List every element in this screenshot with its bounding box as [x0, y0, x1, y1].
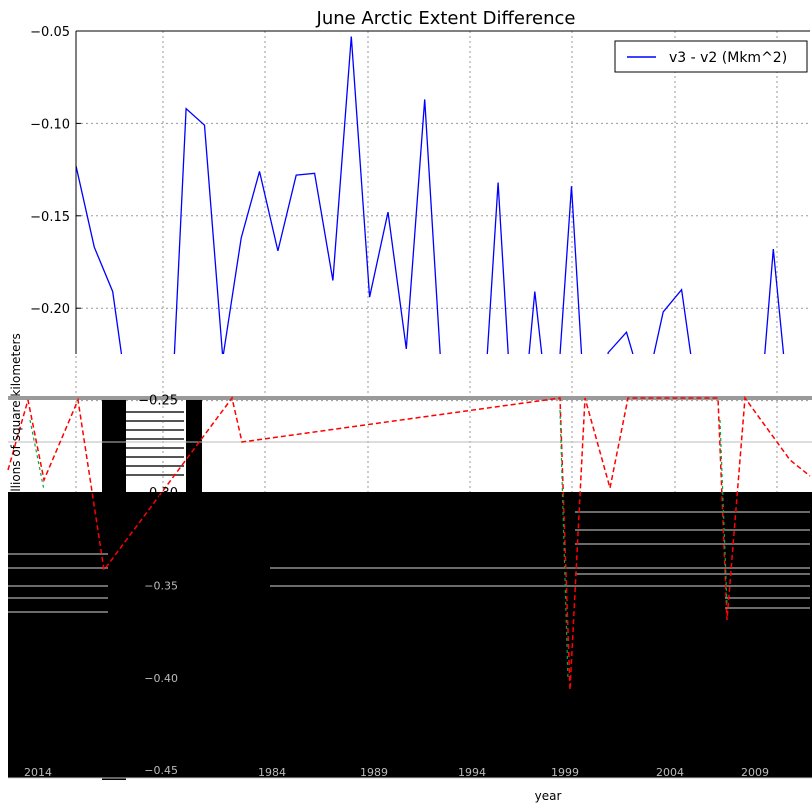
x-tick-label: 1984 [258, 766, 286, 779]
overlay-series-line-red [7, 395, 811, 691]
y-tick-label: −0.30 [138, 486, 178, 501]
y-tick-label: −0.45 [144, 764, 178, 777]
series-layer [7, 36, 811, 691]
glitch-overlay-layer [8, 354, 812, 613]
x-tick-label: 2009 [741, 766, 769, 779]
glitch-band [8, 396, 812, 400]
panel-gap [8, 354, 812, 396]
y-tick-label: −0.05 [30, 25, 70, 40]
y-tick-label: −0.20 [30, 302, 70, 317]
chart-title: June Arctic Extent Difference [316, 8, 576, 29]
x-tick-label: 2004 [656, 766, 684, 779]
y-tick-label: −0.40 [144, 672, 178, 685]
x-tick-label: 1994 [458, 766, 486, 779]
dark-band-mid [186, 396, 202, 494]
overlay-series-line-green [719, 419, 728, 606]
y-tick-label: −0.10 [30, 117, 70, 132]
dark-overlay-layer [8, 396, 812, 780]
legend: v3 - v2 (Mkm^2) [614, 40, 808, 73]
x-tick-label: 1999 [551, 766, 579, 779]
y-tick-label: −0.15 [30, 210, 70, 225]
x-tick-label: 1989 [360, 766, 388, 779]
legend-label: v3 - v2 (Mkm^2) [669, 50, 787, 66]
y-axis-label: millions of square kilometers [9, 333, 23, 506]
text-layer: −0.05 −0.10 −0.15 −0.20 −0.25 −0.30 −0.35 −0.40… [9, 8, 769, 803]
x-axis-label: year [535, 789, 562, 803]
series-line-v3-minus-v2 [76, 36, 785, 354]
y-tick-label: −0.35 [144, 579, 178, 592]
dark-band-left [102, 396, 126, 780]
overlay-series-line-green [29, 419, 45, 491]
dark-region [8, 494, 812, 778]
axes-layer [8, 30, 812, 779]
x-tick-label: 2014 [24, 766, 52, 779]
y-tick-label: −0.25 [138, 394, 178, 409]
